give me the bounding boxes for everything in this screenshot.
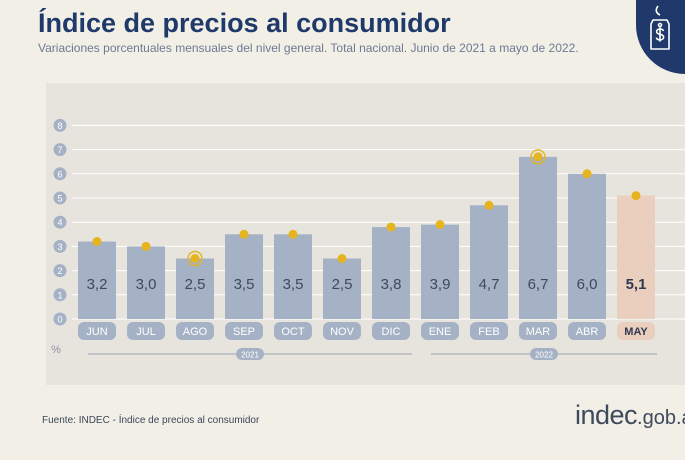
year-label: 2022 [535, 351, 553, 360]
category-label: ENE [429, 326, 452, 338]
point-marker [337, 254, 347, 263]
point-marker [582, 169, 592, 179]
category-label: NOV [330, 326, 355, 338]
category-pill [421, 322, 459, 340]
point-marker [386, 222, 396, 232]
category-pill [372, 322, 410, 340]
y-tick-badge [53, 191, 67, 205]
y-tick-label: 3 [57, 242, 62, 252]
source-note: Fuente: INDEC - Índice de precios al con… [42, 415, 260, 426]
point-marker [92, 237, 102, 247]
price-tag-icon [650, 5, 670, 50]
bar [176, 258, 214, 319]
bar-value-label: 3,2 [87, 276, 108, 293]
y-tick-label: 2 [57, 266, 62, 276]
chart-title: Índice de precios al consumidor [38, 8, 451, 38]
bar-value-label: 5,1 [626, 276, 647, 293]
y-tick-badge [53, 312, 67, 326]
bar-chart: 0 1 2 3 4 5 6 7 8% 3,2 JUN 3,0 JUL 2,5 AGO 3,5 SEP 3,5 OCT… [51, 118, 685, 360]
bar [78, 241, 116, 319]
category-pill [470, 322, 508, 340]
bar-value-label: 2,5 [332, 276, 353, 293]
bar-value-label: 2,5 [185, 276, 206, 293]
bar-value-label: 3,9 [430, 276, 451, 293]
y-tick-label: 4 [57, 218, 62, 228]
bar-value-label: 3,8 [381, 276, 402, 293]
category-label: MAR [526, 326, 551, 338]
bar-value-label: 3,0 [136, 276, 157, 293]
y-tick-badge [53, 239, 67, 253]
bar [617, 195, 655, 319]
y-tick-label: 0 [57, 315, 62, 325]
point-marker [288, 229, 298, 239]
category-label: SEP [233, 326, 255, 338]
category-pill [176, 322, 214, 340]
y-axis-label: % [51, 344, 61, 356]
bar [421, 224, 459, 319]
category-pill [617, 322, 655, 340]
point-marker [435, 220, 445, 230]
y-tick-badge [53, 215, 67, 229]
category-pill [274, 322, 312, 340]
y-tick-label: 5 [57, 194, 62, 204]
category-pill [78, 322, 116, 340]
category-pill [519, 322, 557, 340]
point-marker [141, 241, 151, 251]
bar [519, 156, 557, 319]
y-tick-label: 8 [57, 121, 62, 131]
bar-value-label: 3,5 [234, 276, 255, 293]
bar [372, 227, 410, 319]
category-pill [323, 322, 361, 340]
y-tick-badge [53, 288, 67, 302]
bar [274, 234, 312, 319]
y-tick-badge [53, 167, 67, 181]
category-label: JUL [136, 326, 156, 338]
chart-subtitle: Variaciones porcentuales mensuales del n… [38, 41, 579, 55]
category-label: DIC [382, 326, 401, 338]
category-label: ABR [576, 326, 599, 338]
category-pill [127, 322, 165, 340]
category-label: MAY [624, 326, 648, 338]
category-label: AGO [183, 326, 208, 338]
marker-ring [187, 250, 203, 267]
y-tick-badge [53, 264, 67, 278]
y-tick-label: 6 [57, 169, 62, 179]
point-marker [190, 254, 200, 263]
point-marker [484, 200, 494, 210]
bar-value-label: 4,7 [479, 276, 500, 293]
price-tag-badge [636, 0, 685, 74]
category-pill [225, 322, 263, 340]
bar [323, 258, 361, 319]
bar [568, 173, 606, 319]
bar-value-label: 3,5 [283, 276, 304, 293]
brand-logo: indec.gob.a [575, 400, 685, 431]
bar [127, 246, 165, 319]
bar-value-label: 6,0 [577, 276, 598, 293]
year-label: 2021 [241, 351, 259, 360]
category-label: OCT [281, 326, 305, 338]
point-marker [533, 152, 543, 162]
year-badge [530, 348, 558, 360]
bar [225, 234, 263, 319]
bar-value-label: 6,7 [528, 276, 549, 293]
point-marker [239, 229, 249, 239]
bar [470, 205, 508, 319]
category-label: JUN [86, 326, 107, 338]
y-tick-badge [53, 143, 67, 157]
brand-domain: .gob.a [637, 407, 685, 429]
category-label: FEB [478, 326, 499, 338]
point-marker [631, 191, 641, 201]
category-pill [568, 322, 606, 340]
y-tick-badge [53, 118, 67, 132]
chart-panel: 0 1 2 3 4 5 6 7 8% 3,2 JUN 3,0 JUL 2,5 AGO 3,5 SEP 3,5 OCT… [46, 83, 685, 385]
y-tick-label: 1 [57, 290, 62, 300]
y-tick-label: 7 [57, 145, 62, 155]
marker-ring [530, 149, 546, 165]
year-badge [236, 348, 264, 360]
brand-name: indec [575, 400, 638, 430]
